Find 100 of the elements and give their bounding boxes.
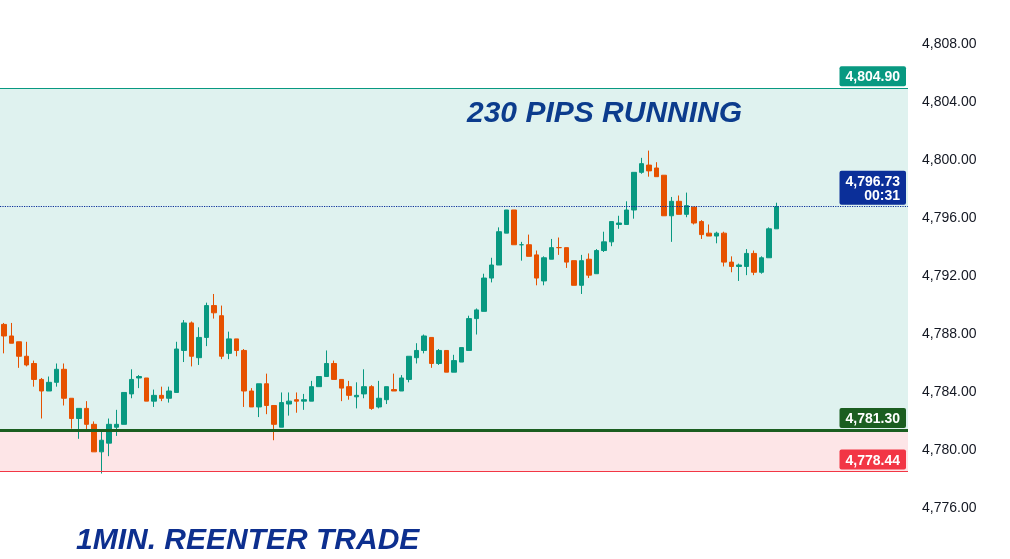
- candlestick: [639, 157, 644, 175]
- candlestick: [234, 338, 239, 357]
- candlestick: [549, 238, 554, 260]
- candlestick: [361, 368, 367, 399]
- candlestick: [699, 219, 704, 240]
- candlestick: [309, 380, 314, 402]
- candlestick: [421, 334, 427, 354]
- candlestick: [69, 397, 74, 430]
- candlestick: [46, 376, 52, 392]
- candlestick: [466, 315, 472, 351]
- y-tick-label: 4,804.00: [922, 93, 977, 110]
- candlestick: [496, 226, 502, 266]
- candlestick: [744, 248, 749, 276]
- candlestick: [189, 321, 194, 367]
- candlestick: [444, 349, 449, 373]
- candlestick: [271, 404, 277, 441]
- candlestick: [631, 171, 637, 220]
- candlestick: [204, 302, 209, 347]
- candlestick: [144, 377, 149, 402]
- candlestick: [489, 257, 494, 283]
- candlestick: [729, 255, 734, 273]
- y-tick-label: 4,788.00: [922, 325, 977, 342]
- candlestick: [54, 362, 59, 388]
- ref-line-label: 4,781.30: [845, 410, 901, 427]
- candlestick: [661, 174, 667, 217]
- candlestick: [774, 202, 779, 230]
- candlestick: [24, 341, 29, 367]
- candlestick: [16, 341, 22, 369]
- candlestick: [616, 215, 622, 230]
- candlestick: [601, 231, 607, 253]
- candlestick: [39, 377, 44, 420]
- candlestick: [354, 381, 359, 409]
- candlestick: [721, 231, 727, 267]
- ref-line-label: 4,796.73 00:31: [845, 172, 901, 203]
- candlestick: [669, 196, 674, 243]
- candlestick: [384, 386, 389, 405]
- candlestick: [406, 355, 412, 383]
- candlestick: [166, 386, 172, 404]
- candlestick: [76, 407, 82, 440]
- candlestick: [624, 200, 629, 225]
- candlestick: [654, 161, 659, 178]
- candlestick: [571, 260, 577, 286]
- candlestick: [159, 386, 164, 402]
- candlestick: [481, 273, 487, 312]
- candlestick: [676, 195, 682, 215]
- candlestick: [136, 374, 142, 389]
- candlestick: [279, 391, 284, 428]
- candlestick: [339, 378, 344, 402]
- candlestick: [121, 391, 127, 425]
- candlestick: [129, 368, 134, 399]
- candlestick: [594, 248, 599, 275]
- candlestick: [459, 347, 464, 363]
- candlestick: [684, 192, 689, 218]
- candlestick: [61, 362, 67, 406]
- candlestick: [586, 252, 592, 279]
- candlestick: [174, 341, 179, 393]
- candlestick: [399, 374, 404, 392]
- candlestick: [196, 326, 202, 366]
- candlestick: [519, 241, 524, 262]
- candlestick: [114, 409, 119, 437]
- candlestick: [99, 431, 104, 475]
- candlestick: [316, 376, 322, 388]
- candlestick: [181, 319, 187, 363]
- candlestick: [436, 348, 442, 366]
- candlestick: [219, 305, 224, 360]
- candlestick: [241, 348, 247, 408]
- candlestick: [691, 206, 697, 225]
- candlestick: [541, 255, 547, 286]
- candlestick: [391, 373, 397, 392]
- candlestick: [706, 223, 712, 237]
- candlestick: [249, 387, 254, 408]
- candlestick: [511, 209, 517, 246]
- y-tick-label: 4,780.00: [922, 440, 977, 457]
- candlestick: [579, 254, 584, 295]
- candlestick: [609, 221, 614, 247]
- candlestick: [504, 209, 509, 234]
- candlestick: [211, 293, 217, 320]
- candlestick: [369, 384, 374, 411]
- candlestick: [474, 307, 479, 336]
- candlestick: [526, 234, 532, 257]
- candlestick: [346, 380, 352, 401]
- candlestick: [376, 380, 382, 409]
- candlestick: [331, 360, 337, 380]
- candlestick: [751, 250, 757, 276]
- candlestick: [286, 391, 292, 417]
- ref-line-label: 4,804.90: [845, 68, 901, 85]
- annotation: 1MIN. REENTER TRADE: [76, 521, 421, 555]
- candlestick: [9, 322, 14, 344]
- y-tick-label: 4,808.00: [922, 35, 977, 52]
- candlestick: [31, 360, 37, 388]
- candlestick: [226, 331, 232, 360]
- candlestick: [714, 231, 719, 244]
- candlestick: [256, 383, 262, 418]
- candlestick: [1, 322, 7, 354]
- candlestick: [429, 336, 434, 369]
- candlestick: [414, 342, 419, 364]
- y-tick-label: 4,800.00: [922, 151, 977, 168]
- candlestick: [646, 150, 652, 178]
- candlestick: [534, 250, 539, 286]
- y-tick-label: 4,784.00: [922, 383, 977, 400]
